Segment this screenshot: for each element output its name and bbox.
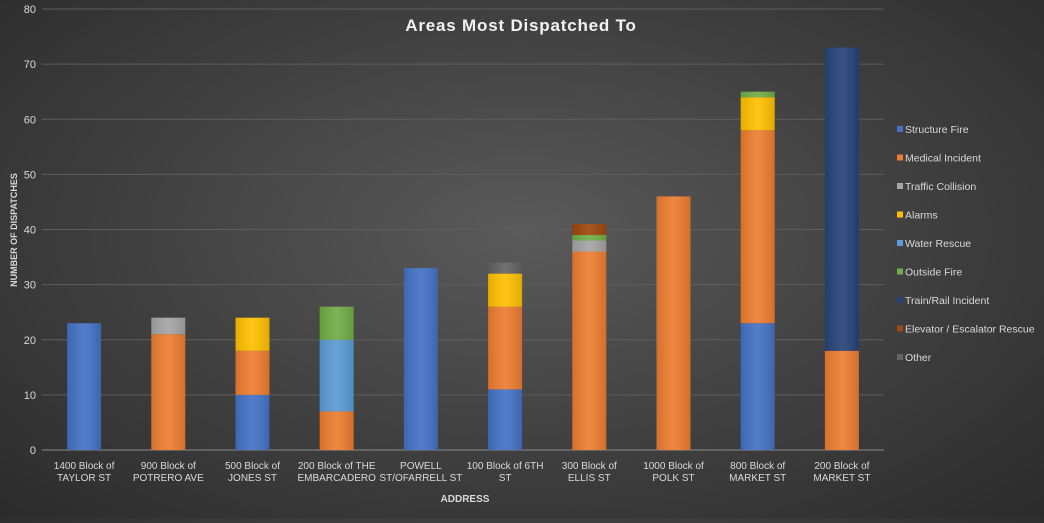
legend-item: Traffic Collision [897,181,976,193]
bars [67,47,859,450]
legend-swatch [897,297,903,303]
legend-item: Outside Fire [897,267,962,279]
bar-stack [824,47,859,450]
bar-segment-shade [319,306,354,340]
bar-stack [572,223,607,450]
y-axis: 0 10 20 30 40 50 60 70 80 [24,4,36,457]
legend-item: Elevator / Escalator Rescue [897,324,1035,336]
bar-segment-shade [740,97,775,131]
x-axis-title: ADDRESS [441,494,490,505]
bar-segment-shade [488,273,523,307]
legend-label: Elevator / Escalator Rescue [905,324,1035,336]
bar-segment-shade [656,196,691,450]
legend-item: Train/Rail Incident [897,295,989,307]
legend-swatch [897,126,903,132]
y-axis-title: NUMBER OF DISPATCHES [9,173,19,287]
y-tick-label: 0 [30,445,36,457]
bar-stack [740,91,775,450]
bar-segment-shade [572,251,607,450]
legend-label: Water Rescue [905,238,971,250]
legend-item: Other [897,352,932,364]
y-tick-label: 30 [24,280,36,292]
bar-segment-shade [151,334,186,450]
y-tick-label: 70 [24,59,36,71]
legend-label: Train/Rail Incident [905,295,989,307]
legend-item: Structure Fire [897,124,969,136]
bar-stack [656,196,691,450]
x-tick-label: 500 Block of JONES ST [225,461,280,484]
legend-swatch [897,211,903,218]
bar-segment-shade [235,394,270,450]
bar-stack [235,317,270,450]
bar-segment-shade [488,262,523,274]
x-tick-label: 200 Block of THE EMBARCADERO [298,461,377,484]
bar-segment-shade [488,306,523,390]
x-tick-label: 1400 Block of TAYLOR ST [54,461,115,484]
bar-stack [488,262,523,450]
legend-swatch [897,183,903,189]
legend-swatch [897,240,903,246]
bar-stack [67,323,102,450]
x-tick-label: 1000 Block of POLK ST [643,461,704,484]
x-tick-label: 300 Block of ELLIS ST [562,461,617,484]
legend-label: Other [905,352,932,364]
bar-segment-shade [488,389,523,450]
x-tick-label: 100 Block of 6TH ST [467,461,544,484]
bar-segment-shade [319,411,354,450]
bar-segment-shade [740,91,775,98]
legend: Structure Fire Medical Incident Traffic Co… [897,124,1035,364]
bar-segment-shade [740,323,775,450]
bar-segment-shade [572,235,607,241]
bar-segment-shade [572,240,607,252]
legend-label: Outside Fire [905,267,962,279]
legend-item: Medical Incident [897,153,981,165]
legend-label: Alarms [905,210,938,222]
y-tick-label: 60 [24,114,36,126]
legend-label: Structure Fire [905,124,969,136]
legend-item: Water Rescue [897,238,971,250]
bar-segment-shade [235,350,270,395]
y-tick-label: 40 [24,225,36,237]
legend-swatch [897,354,903,360]
bar-segment-shade [151,317,186,335]
legend-swatch [897,325,903,332]
bar-segment-shade [740,130,775,324]
legend-label: Traffic Collision [905,181,976,193]
y-tick-label: 20 [24,335,36,347]
bar-segment-shade [824,350,859,450]
bar-segment-shade [403,268,438,450]
legend-swatch [897,154,903,161]
bar-stack [151,317,186,450]
x-axis: 1400 Block of TAYLOR ST 900 Block of POTRER… [54,461,871,484]
bar-stack [319,306,354,450]
y-tick-label: 80 [24,4,36,16]
bar-stack [403,268,438,450]
y-tick-label: 10 [24,390,36,402]
y-tick-label: 50 [24,169,36,181]
legend-item: Alarms [897,210,938,222]
x-tick-label: POWELL ST/OFARRELL ST [379,461,462,484]
bar-segment-shade [572,223,607,236]
x-tick-label: 800 Block of MARKET ST [729,461,786,484]
x-tick-label: 900 Block of POTRERO AVE [133,461,204,484]
legend-label: Medical Incident [905,153,981,165]
bar-segment-shade [235,317,270,351]
x-tick-label: 200 Block of MARKET ST [813,461,870,484]
bar-segment-shade [824,47,859,351]
bar-segment-shade [319,339,354,412]
chart-title: Areas Most Dispatched To [405,16,636,35]
legend-swatch [897,268,903,275]
bar-segment-shade [67,323,102,450]
